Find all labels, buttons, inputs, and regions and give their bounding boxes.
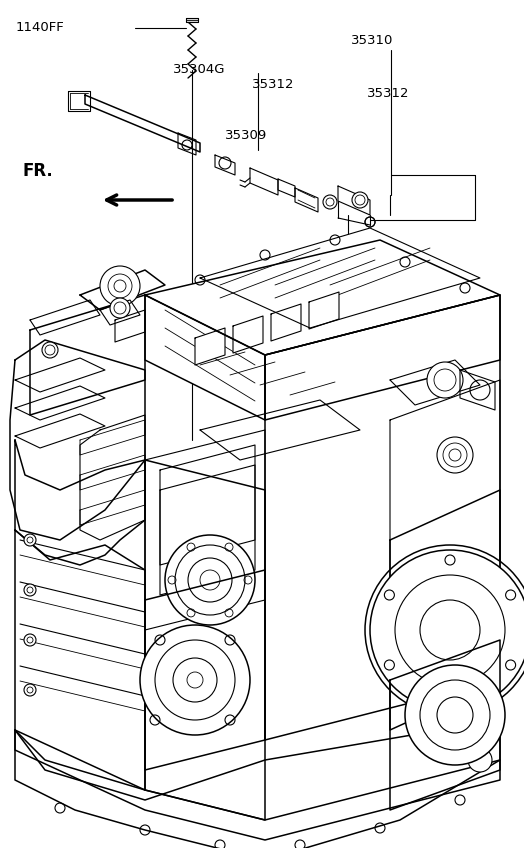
Polygon shape: [15, 720, 500, 848]
Circle shape: [100, 266, 140, 306]
Circle shape: [42, 342, 58, 358]
Polygon shape: [100, 300, 140, 325]
Polygon shape: [15, 730, 500, 840]
Polygon shape: [145, 460, 265, 820]
Polygon shape: [390, 490, 500, 730]
Polygon shape: [68, 91, 90, 111]
Polygon shape: [278, 179, 295, 197]
Polygon shape: [178, 133, 196, 155]
Polygon shape: [80, 420, 145, 455]
Polygon shape: [160, 445, 255, 595]
Polygon shape: [250, 168, 278, 195]
Text: 1140FF: 1140FF: [16, 21, 64, 35]
Circle shape: [405, 665, 505, 765]
Polygon shape: [145, 430, 265, 630]
Circle shape: [24, 634, 36, 646]
Polygon shape: [338, 186, 370, 215]
Polygon shape: [295, 188, 318, 212]
Text: FR.: FR.: [22, 162, 53, 181]
Circle shape: [140, 625, 250, 735]
Polygon shape: [215, 155, 235, 175]
Polygon shape: [265, 295, 500, 740]
Polygon shape: [145, 240, 500, 355]
Polygon shape: [80, 490, 145, 525]
Polygon shape: [10, 340, 145, 540]
Circle shape: [24, 684, 36, 696]
Polygon shape: [15, 414, 105, 448]
Polygon shape: [460, 370, 495, 410]
Polygon shape: [271, 304, 301, 341]
Polygon shape: [145, 295, 265, 420]
Polygon shape: [85, 95, 200, 152]
Text: 35310: 35310: [351, 34, 394, 47]
Circle shape: [365, 545, 524, 715]
Polygon shape: [15, 386, 105, 420]
Circle shape: [427, 362, 463, 398]
Polygon shape: [233, 316, 263, 353]
Polygon shape: [15, 358, 105, 392]
Polygon shape: [160, 465, 255, 565]
Polygon shape: [80, 415, 145, 540]
Text: 35312: 35312: [252, 78, 294, 92]
Polygon shape: [15, 530, 145, 790]
Polygon shape: [30, 295, 145, 415]
Text: 35309: 35309: [225, 129, 268, 142]
Polygon shape: [265, 295, 500, 420]
Circle shape: [352, 192, 368, 208]
Text: 35312: 35312: [367, 86, 409, 100]
Polygon shape: [15, 440, 145, 565]
Polygon shape: [30, 300, 100, 335]
Circle shape: [24, 584, 36, 596]
Polygon shape: [200, 228, 480, 328]
Polygon shape: [390, 360, 480, 405]
Circle shape: [165, 535, 255, 625]
Circle shape: [437, 437, 473, 473]
Polygon shape: [80, 455, 145, 490]
Circle shape: [110, 298, 130, 318]
Polygon shape: [186, 18, 198, 22]
Polygon shape: [195, 328, 225, 365]
Polygon shape: [390, 380, 500, 620]
Circle shape: [370, 550, 524, 710]
Polygon shape: [200, 400, 360, 460]
Polygon shape: [390, 640, 500, 810]
Text: 35304G: 35304G: [173, 63, 225, 76]
Circle shape: [24, 534, 36, 546]
Polygon shape: [145, 570, 265, 770]
Polygon shape: [115, 310, 145, 342]
Circle shape: [468, 748, 492, 772]
Polygon shape: [309, 292, 339, 329]
Polygon shape: [80, 270, 165, 310]
